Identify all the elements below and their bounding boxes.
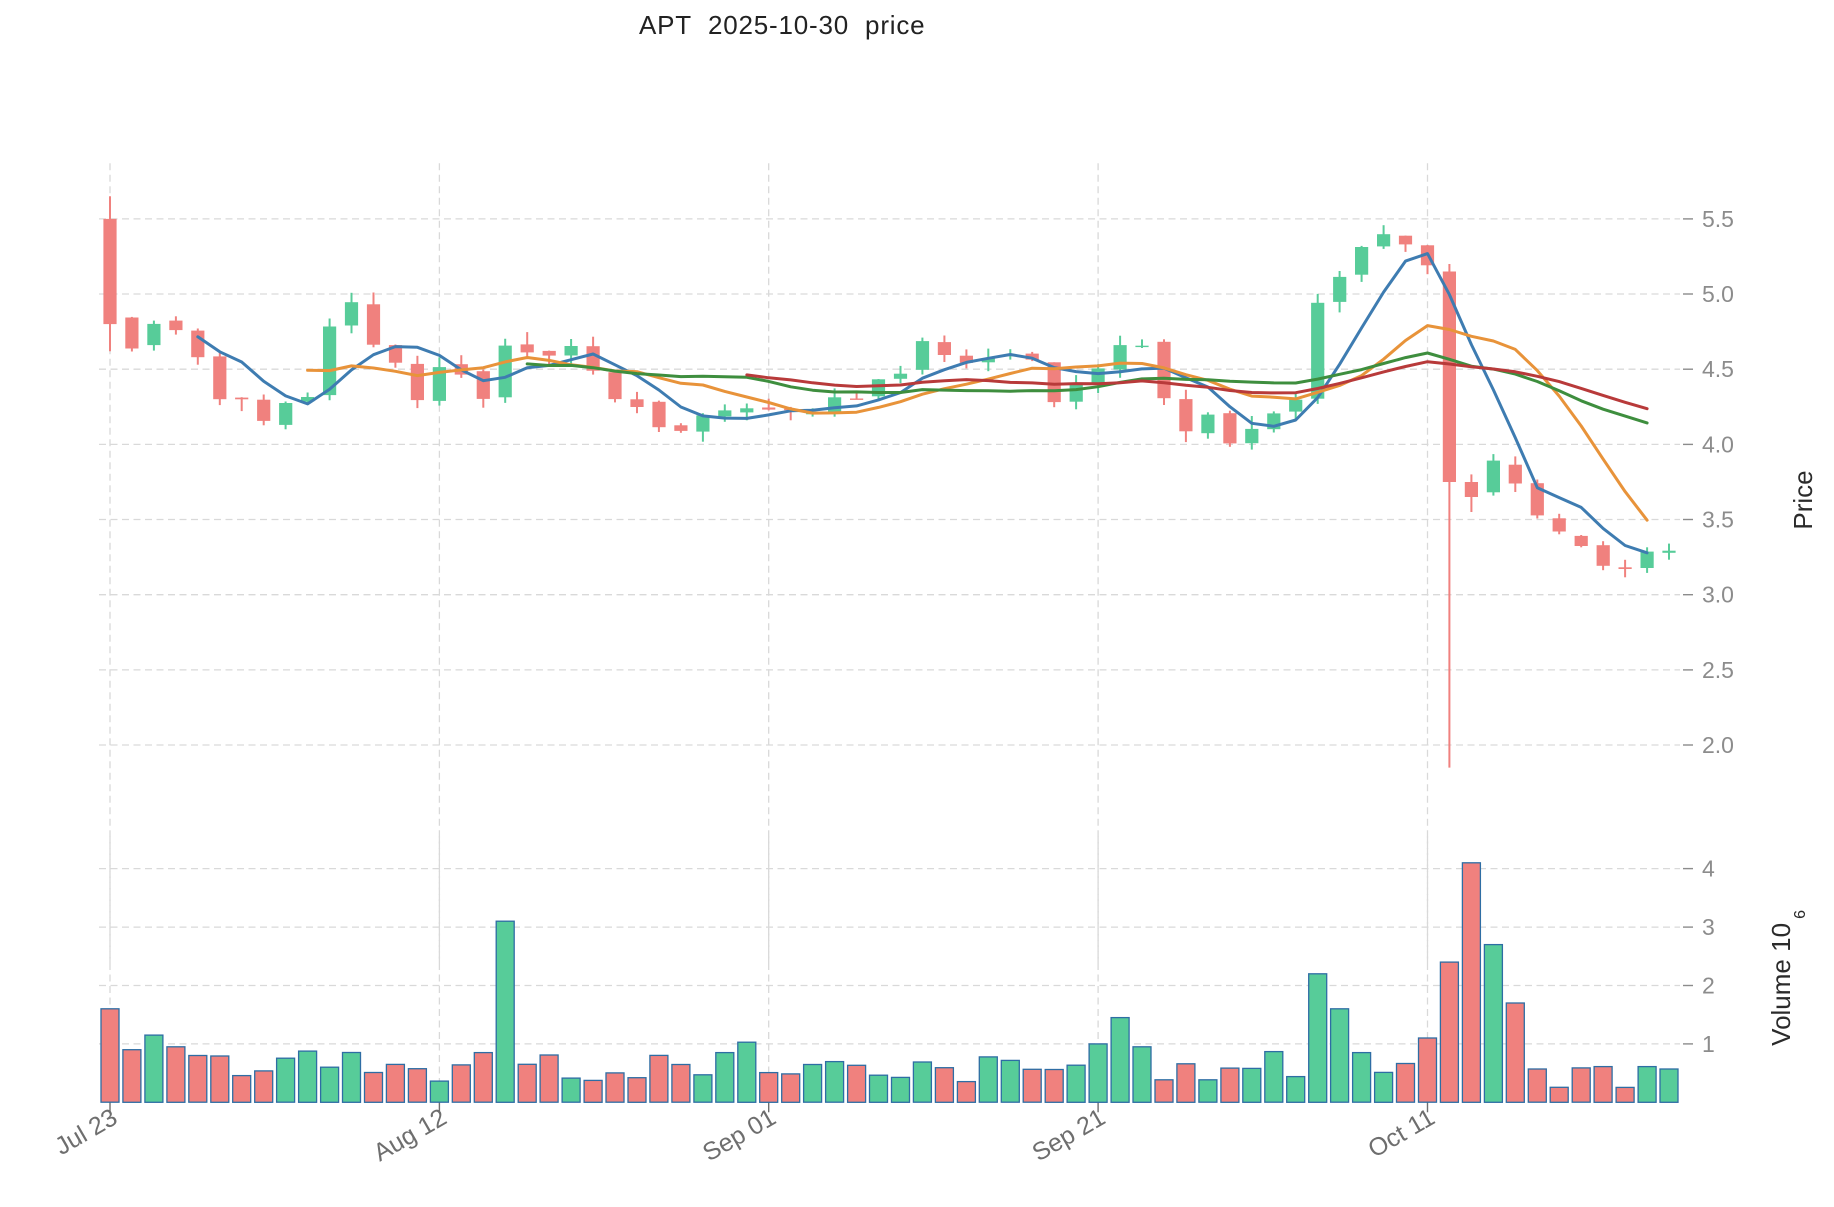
svg-text:4.0: 4.0 — [1702, 431, 1734, 457]
svg-text:6: 6 — [1792, 910, 1809, 919]
svg-text:4: 4 — [1702, 856, 1715, 882]
svg-text:3.5: 3.5 — [1702, 507, 1734, 533]
svg-text:4.5: 4.5 — [1702, 356, 1734, 382]
svg-text:2.5: 2.5 — [1702, 657, 1734, 683]
svg-text:Volume 10: Volume 10 — [1766, 923, 1796, 1046]
svg-text:5.5: 5.5 — [1702, 206, 1734, 232]
svg-text:3: 3 — [1702, 914, 1715, 940]
svg-text:2.0: 2.0 — [1702, 732, 1734, 758]
svg-text:5.0: 5.0 — [1702, 281, 1734, 307]
svg-text:3.0: 3.0 — [1702, 582, 1734, 608]
svg-text:2: 2 — [1702, 973, 1715, 999]
svg-text:Price: Price — [1788, 470, 1818, 529]
svg-text:1: 1 — [1702, 1031, 1715, 1057]
